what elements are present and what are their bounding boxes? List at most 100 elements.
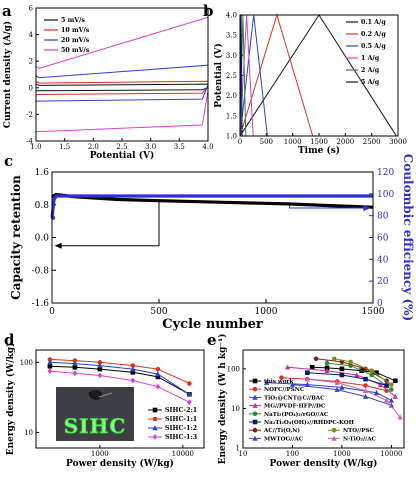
data-point <box>392 378 398 384</box>
data-point <box>324 360 330 366</box>
legend-label: MWTOG//AC <box>264 436 304 442</box>
data-point <box>369 368 374 373</box>
x-tick-label: 0 <box>49 307 55 317</box>
data-point <box>324 365 330 371</box>
y-tick-label: -0.8 <box>32 266 50 276</box>
data-point <box>304 376 310 382</box>
data-point <box>363 376 368 382</box>
data-point <box>339 384 345 390</box>
y-tick-label: 100 <box>20 359 33 367</box>
legend-marker <box>252 411 258 417</box>
y2-tick-label: 80 <box>377 212 389 222</box>
legend-label: SIHC-2:1 <box>165 407 197 414</box>
data-point <box>155 374 161 380</box>
x-tick-label: 2.0 <box>88 143 99 151</box>
data-point <box>97 362 103 368</box>
data-point <box>47 357 53 362</box>
x-tick-label: 3000 <box>389 138 407 146</box>
retention-arrowhead <box>54 242 62 249</box>
data-point <box>362 393 369 399</box>
x-tick-label: 1000 <box>91 450 109 458</box>
y-tick-label: 100 <box>227 365 240 373</box>
ragone-e-line <box>334 358 392 386</box>
legend-label: 10 mV/s <box>61 27 90 34</box>
data-point <box>97 366 103 372</box>
x-tick-label: 10000 <box>172 450 194 458</box>
data-point <box>392 393 398 399</box>
data-point <box>47 368 53 375</box>
led-wire <box>98 392 113 398</box>
y-axis-title: Energy density (W/kg) <box>5 343 16 456</box>
legend-marker <box>252 427 258 433</box>
x-tick-label: 1000 <box>333 450 351 458</box>
x-tick-label: 500 <box>150 307 167 317</box>
x-tick-label: 1500 <box>310 138 328 146</box>
led-text: SIHC <box>64 414 127 438</box>
ragone-d-line <box>49 358 190 384</box>
data-point <box>324 367 330 373</box>
ragone-d-plot-frame <box>35 349 205 449</box>
cv-loop <box>35 80 209 96</box>
data-point <box>47 363 53 369</box>
data-point <box>384 383 389 388</box>
data-point <box>47 359 53 365</box>
data-point <box>339 366 345 372</box>
data-point <box>369 372 374 378</box>
data-point <box>130 370 136 375</box>
ragone-d-chart: 1000 10000 10 100 Power density (W/kg) Energy… <box>5 343 197 469</box>
led-device-icon <box>88 390 102 400</box>
data-point <box>373 389 380 395</box>
data-point <box>130 377 136 384</box>
x-tick-label: 0 <box>238 138 242 146</box>
y2-tick-label: 0 <box>377 299 383 309</box>
y-axis-title: Energy density (W h kg⁻¹) <box>217 334 228 465</box>
y-tick-label: 3.0 <box>226 52 237 60</box>
data-point <box>363 383 368 388</box>
panel-label-a: a <box>2 2 12 20</box>
y-axis-title: Potential (V) <box>213 43 224 107</box>
y-tick-label: -2 <box>26 111 33 119</box>
ragone-e-plot-frame <box>242 349 405 449</box>
y-tick-label: 6 <box>29 5 34 13</box>
legend-label: this work <box>264 379 293 385</box>
data-point <box>187 399 192 406</box>
data-point <box>384 388 389 394</box>
data-point <box>388 397 394 403</box>
data-point <box>397 414 403 420</box>
y2-tick-label: 100 <box>377 190 394 200</box>
legend-marker <box>252 419 258 425</box>
data-point <box>305 370 310 376</box>
x-axis-title: Time (s) <box>298 145 340 156</box>
data-point <box>339 372 345 378</box>
x-axis-title: Power density (W/kg) <box>66 458 174 469</box>
legend-label: 0.2 A/g <box>361 31 386 38</box>
y-axis-title: Current density (A/g) <box>2 21 13 128</box>
y-tick-label: 0.8 <box>35 201 50 211</box>
y-tick-label: -1.6 <box>32 299 50 309</box>
data-point <box>186 391 192 397</box>
data-point <box>263 379 270 385</box>
legend-marker <box>152 407 158 413</box>
y-tick-label: 2.5 <box>226 72 237 80</box>
x-tick-label: 100 <box>286 450 299 458</box>
data-point <box>72 360 78 366</box>
y-tick-label: 1.6 <box>35 168 50 178</box>
cv-plot-frame <box>35 7 209 142</box>
legend-label: 1 A/g <box>361 55 380 62</box>
ragone-e-line <box>326 362 392 391</box>
gcd-curve <box>239 13 314 137</box>
gcd-chart: 0 500 1000 1500 2000 2500 3000 1.0 1.5 2.0 2.5 3.0 3… <box>213 12 407 157</box>
data-point <box>155 366 161 372</box>
legend-marker <box>252 402 258 408</box>
data-point <box>279 375 284 380</box>
x-tick-label: 10000 <box>380 450 402 458</box>
legend-label: 5 A/g <box>361 79 380 86</box>
cycling-chart: 0 500 1000 1500 -1.6 -0.8 0.0 0.8 1.6 0 20 40 60 80 10… <box>9 154 415 332</box>
x-tick-label: 2500 <box>363 138 381 146</box>
legend-label: SIHC-1:1 <box>165 416 197 423</box>
legend-label: 0.5 A/g <box>361 43 386 50</box>
x-axis-title: Cycle number <box>162 317 263 332</box>
legend-label: 2 A/g <box>361 67 380 74</box>
